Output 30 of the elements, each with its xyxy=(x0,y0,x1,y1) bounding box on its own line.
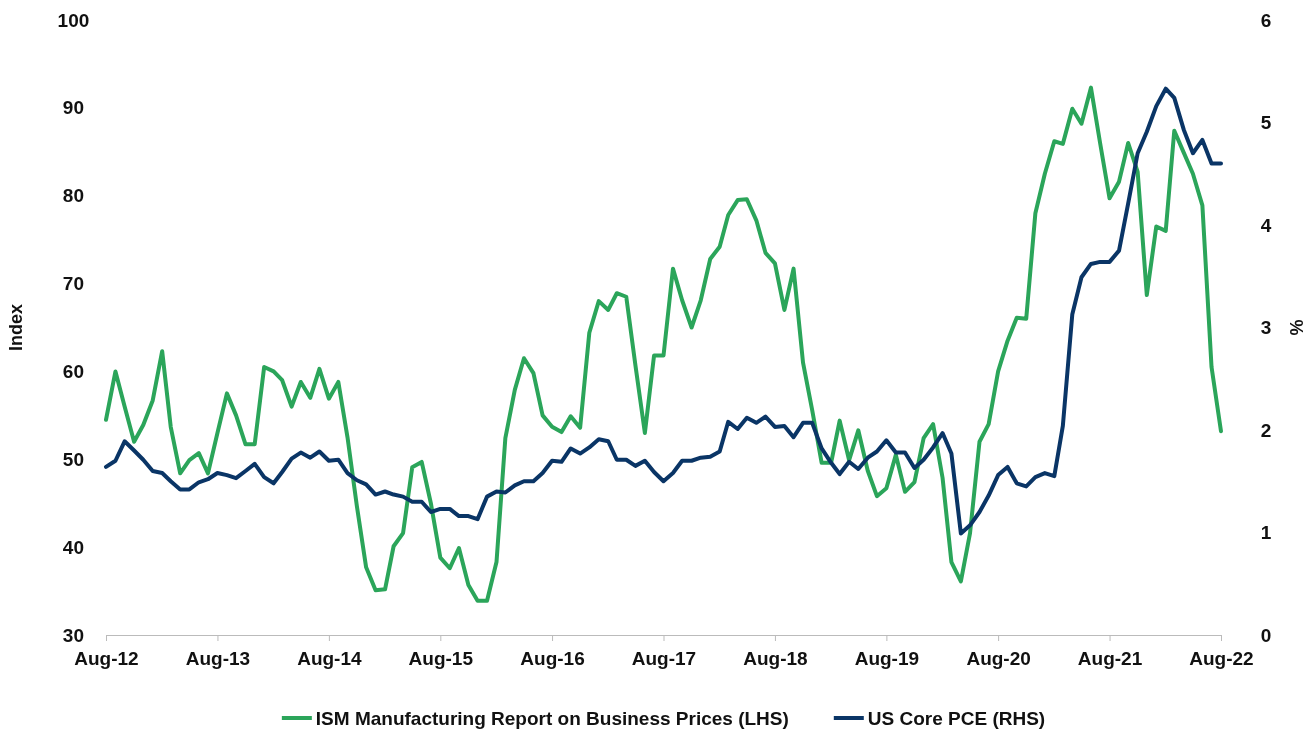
y-tick-label: 50 xyxy=(62,448,84,470)
x-tick-label: Aug-16 xyxy=(520,647,585,669)
x-tick-label: Aug-22 xyxy=(1189,647,1254,669)
y-tick-label: 40 xyxy=(62,536,84,558)
legend-label: ISM Manufacturing Report on Business Prices (LHS) xyxy=(315,708,789,729)
y2-axis-title: % xyxy=(1286,319,1306,336)
y2-tick-label: 2 xyxy=(1260,419,1272,441)
y2-tick-label: 6 xyxy=(1260,9,1272,31)
y2-tick-label: 5 xyxy=(1260,112,1272,134)
x-tick-label: Aug-21 xyxy=(1077,647,1143,669)
x-tick-label: Aug-12 xyxy=(74,647,139,669)
y-tick-label: 30 xyxy=(62,624,84,646)
x-tick-label: Aug-14 xyxy=(297,647,362,669)
x-tick-label: Aug-13 xyxy=(185,647,251,669)
y2-tick-label: 1 xyxy=(1260,522,1272,544)
x-tick-label: Aug-18 xyxy=(743,647,808,669)
y-tick-label: 100 xyxy=(57,9,90,31)
y2-tick-label: 3 xyxy=(1260,317,1272,339)
x-tick-label: Aug-17 xyxy=(631,647,697,669)
y-axis-title: Index xyxy=(6,303,26,352)
legend-label: US Core PCE (RHS) xyxy=(867,708,1046,729)
y-tick-label: 90 xyxy=(62,97,84,119)
y2-tick-label: 4 xyxy=(1260,214,1272,236)
x-tick-label: Aug-20 xyxy=(966,647,1031,669)
y-tick-label: 70 xyxy=(62,273,84,295)
y2-tick-label: 0 xyxy=(1260,624,1272,646)
x-tick-label: Aug-15 xyxy=(408,647,474,669)
x-tick-label: Aug-19 xyxy=(854,647,920,669)
y-tick-label: 80 xyxy=(62,185,84,207)
y-tick-label: 60 xyxy=(62,361,84,383)
